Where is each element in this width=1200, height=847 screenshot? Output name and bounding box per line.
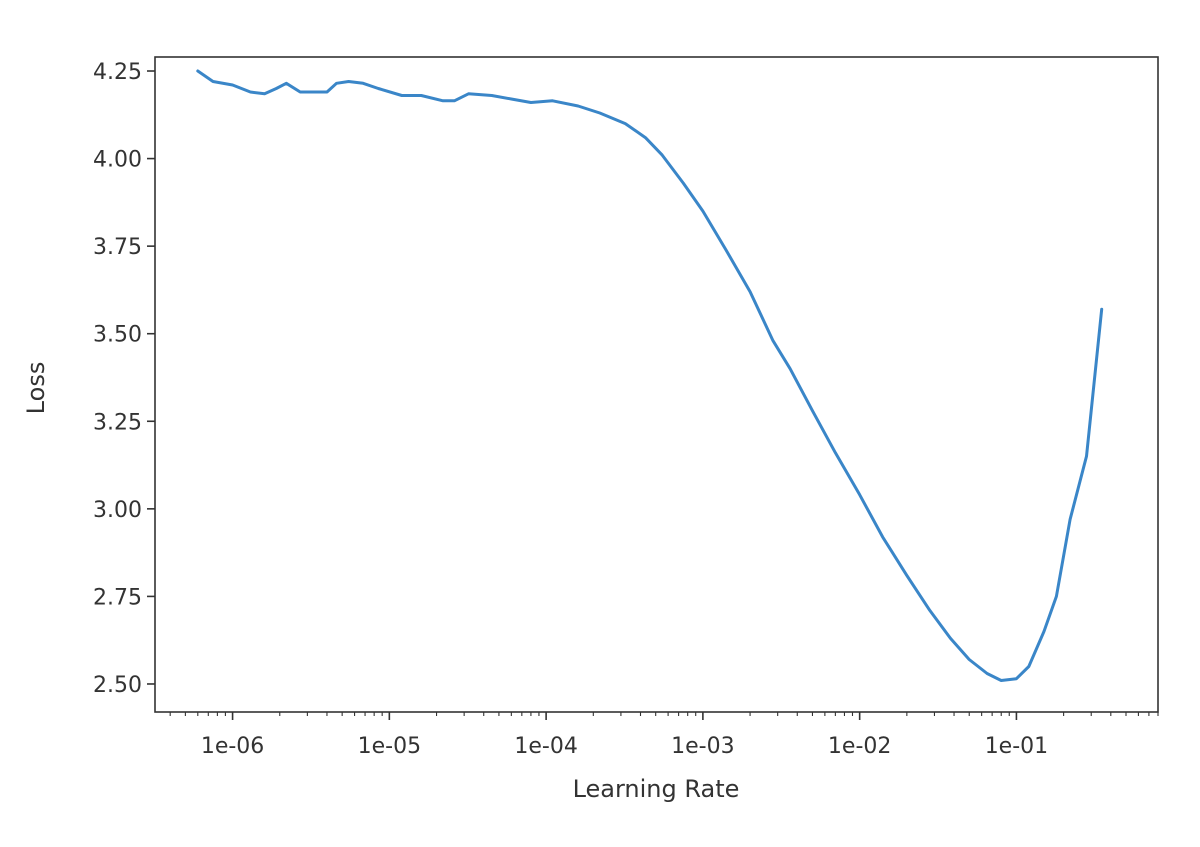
plot-area	[196, 69, 1104, 682]
y-tick-label: 3.50	[93, 323, 142, 348]
y-axis-label: Loss	[22, 362, 50, 415]
x-axis: 1e-06 1e-05 1e-04 1e-03 1e-02 1e-01	[169, 712, 1159, 759]
x-tick-label: 1e-04	[514, 734, 577, 759]
x-tick-label: 1e-01	[985, 734, 1048, 759]
y-tick-label: 2.50	[93, 673, 142, 698]
loss-series-line	[196, 69, 1104, 682]
x-tick-label: 1e-05	[358, 734, 421, 759]
y-tick-label: 4.25	[93, 60, 142, 85]
x-tick-label: 1e-06	[201, 734, 264, 759]
y-tick-label: 3.00	[93, 498, 142, 523]
x-tick-label: 1e-03	[671, 734, 734, 759]
y-axis: 2.50 2.75 3.00 3.25 3.50 3.75 4.00 4.25	[93, 60, 155, 698]
plot-frame	[154, 56, 1159, 713]
y-tick-label: 4.00	[93, 148, 142, 173]
y-tick-label: 3.75	[93, 235, 142, 260]
y-tick-label: 3.25	[93, 410, 142, 435]
y-tick-label: 2.75	[93, 585, 142, 610]
x-axis-label: Learning Rate	[573, 775, 740, 803]
x-tick-label: 1e-02	[828, 734, 891, 759]
